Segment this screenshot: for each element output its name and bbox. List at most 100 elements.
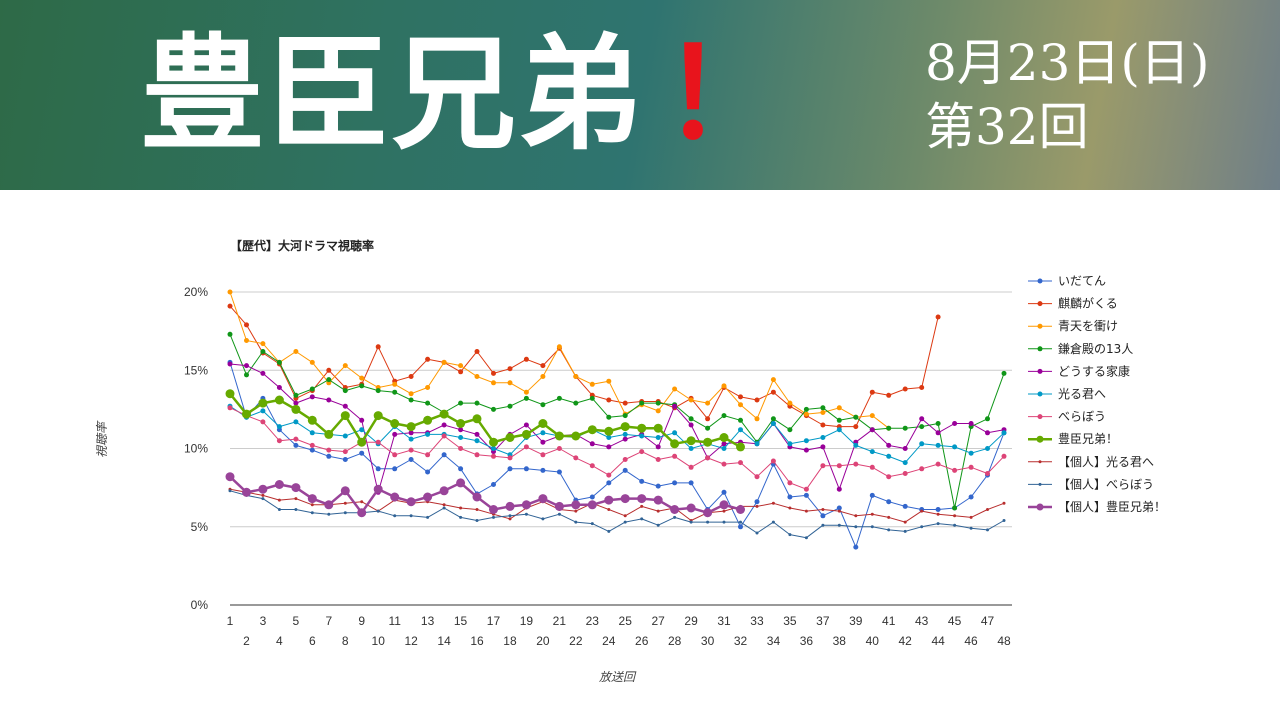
data-point bbox=[935, 421, 941, 426]
data-point bbox=[688, 422, 694, 428]
data-point bbox=[804, 509, 808, 513]
x-tick-label: 26 bbox=[635, 634, 649, 648]
data-point bbox=[821, 523, 825, 527]
data-point bbox=[804, 536, 808, 540]
data-point bbox=[309, 394, 315, 400]
legend-item: べらぼう bbox=[1028, 410, 1106, 424]
data-point bbox=[985, 471, 990, 476]
data-point bbox=[754, 441, 760, 447]
legend-item: 【個人】豊臣兄弟！ bbox=[1028, 500, 1166, 514]
data-point bbox=[228, 489, 232, 493]
data-point bbox=[836, 405, 842, 411]
data-point bbox=[406, 422, 416, 432]
x-tick-label: 4 bbox=[276, 634, 283, 648]
data-point bbox=[688, 464, 694, 470]
data-point bbox=[969, 526, 973, 530]
data-point bbox=[491, 482, 496, 487]
data-point bbox=[620, 494, 630, 504]
data-point bbox=[326, 377, 332, 383]
data-point bbox=[803, 438, 809, 444]
data-point bbox=[919, 385, 925, 390]
data-point bbox=[705, 400, 711, 406]
data-point bbox=[655, 435, 661, 440]
data-point bbox=[935, 314, 941, 320]
data-point bbox=[573, 455, 579, 461]
x-tick-label: 7 bbox=[325, 614, 332, 628]
data-point bbox=[639, 400, 645, 406]
data-point bbox=[373, 411, 383, 421]
data-point bbox=[622, 400, 628, 406]
data-point bbox=[390, 492, 400, 502]
data-point bbox=[689, 520, 693, 524]
data-point bbox=[623, 520, 627, 524]
data-point bbox=[803, 411, 809, 417]
data-point bbox=[326, 447, 332, 453]
legend-swatch-marker bbox=[1038, 482, 1042, 486]
data-point bbox=[408, 397, 414, 403]
data-point bbox=[261, 493, 265, 497]
data-point bbox=[359, 427, 365, 433]
data-point bbox=[326, 367, 332, 373]
data-point bbox=[523, 422, 529, 428]
data-point bbox=[820, 435, 826, 440]
data-point bbox=[442, 506, 446, 510]
data-point bbox=[639, 449, 645, 455]
data-point bbox=[508, 514, 512, 518]
data-point bbox=[458, 363, 464, 369]
data-point bbox=[409, 514, 413, 518]
data-point bbox=[623, 514, 627, 518]
data-point bbox=[836, 463, 842, 469]
legend-swatch-marker bbox=[1037, 301, 1043, 307]
data-point bbox=[620, 422, 630, 432]
data-point bbox=[706, 520, 710, 524]
banner-date: 8月23日(日) bbox=[925, 34, 1210, 92]
data-point bbox=[886, 499, 892, 505]
data-point bbox=[870, 512, 874, 516]
legend-item: どうする家康 bbox=[1028, 363, 1130, 378]
x-tick-label: 37 bbox=[816, 614, 830, 628]
series-line bbox=[229, 475, 741, 514]
data-point bbox=[705, 425, 711, 431]
data-point bbox=[607, 508, 611, 511]
data-point bbox=[310, 511, 314, 515]
legend-item: 鎌倉殿の13人 bbox=[1028, 341, 1133, 356]
data-point bbox=[343, 511, 347, 515]
data-point bbox=[426, 515, 430, 519]
data-point bbox=[672, 386, 678, 392]
x-tick-label: 46 bbox=[964, 634, 978, 648]
data-point bbox=[770, 416, 776, 422]
data-point bbox=[458, 446, 464, 451]
data-point bbox=[342, 388, 348, 394]
data-point bbox=[754, 499, 760, 505]
data-point bbox=[721, 489, 727, 495]
data-point bbox=[276, 385, 282, 390]
data-point bbox=[886, 442, 892, 448]
data-point bbox=[360, 500, 364, 504]
data-point bbox=[606, 435, 612, 440]
data-point bbox=[869, 427, 875, 433]
data-point bbox=[459, 506, 463, 510]
data-point bbox=[738, 427, 743, 433]
data-point bbox=[739, 520, 742, 524]
legend-label: 青天を衝け bbox=[1058, 319, 1118, 333]
x-tick-label: 6 bbox=[309, 634, 316, 648]
data-point bbox=[556, 344, 562, 350]
data-point bbox=[489, 505, 498, 514]
data-point bbox=[557, 512, 561, 516]
data-point bbox=[935, 430, 941, 436]
data-point bbox=[309, 386, 315, 392]
legend-label: 【個人】光る君へ bbox=[1058, 455, 1154, 469]
data-point bbox=[887, 515, 891, 519]
data-point bbox=[719, 433, 729, 442]
data-point bbox=[637, 494, 647, 504]
data-point bbox=[258, 398, 268, 408]
data-point bbox=[770, 458, 776, 464]
data-point bbox=[540, 452, 546, 458]
data-point bbox=[590, 522, 594, 526]
data-point bbox=[655, 483, 661, 489]
x-tick-label: 13 bbox=[421, 614, 435, 628]
data-point bbox=[670, 439, 680, 449]
x-tick-label: 12 bbox=[404, 634, 418, 648]
data-point bbox=[952, 505, 958, 511]
data-point bbox=[342, 403, 348, 409]
